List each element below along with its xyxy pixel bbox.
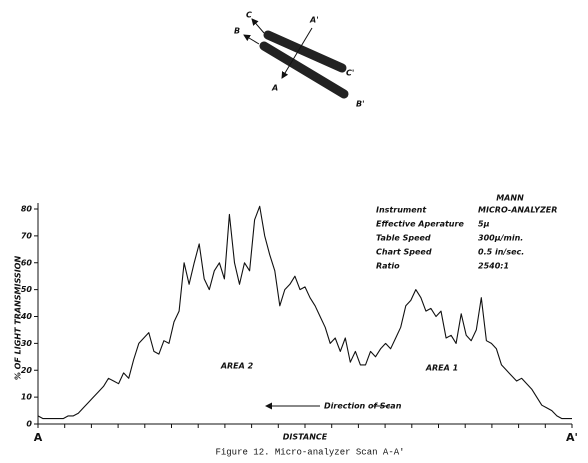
annotation: AREA 2 [220,362,254,371]
y-tick-label: 60 [21,258,33,267]
y-tick-label: 40 [20,312,33,321]
y-tick-label: 30 [21,339,33,348]
annotation: Direction of Scan [324,402,402,411]
diagram-label: A [271,84,278,93]
info-key: Instrument [376,206,427,215]
caption: Figure 12. Micro-analyzer Scan A-A' [215,447,404,457]
info-key: Effective Aperature [376,220,464,229]
x-axis-label: DISTANCE [283,433,328,442]
y-tick-label: 10 [21,393,33,402]
info-key: Chart Speed [376,248,432,257]
y-tick-label: 70 [21,231,33,240]
info-value: MICRO-ANALYZER [478,206,557,215]
diagram-label: C' [346,69,354,78]
diagram-label: B' [356,100,365,109]
info-value: 0.5 in/sec. [478,248,524,257]
y-axis-label: % OF LIGHT TRANSMISSION [14,256,23,381]
y-tick-label: 50 [21,285,33,294]
data-line [37,205,572,420]
info-value: 5μ [478,220,490,229]
x-tick-label: A [34,431,43,444]
annotation: AREA 1 [425,364,458,373]
diagram-label: A' [309,16,319,25]
x-tick-label: A' [566,431,578,444]
y-tick-label: 0 [26,420,32,429]
info-value: 2540:1 [478,262,509,271]
y-tick-label: 20 [21,366,33,375]
info-header: MANN [496,194,524,203]
info-key: Ratio [376,262,400,271]
info-value: 300μ/min. [478,234,523,243]
info-key: Table Speed [376,234,431,243]
y-tick-label: 80 [21,205,33,214]
diagram-label: B [234,27,240,36]
diagram-label: C [246,11,252,20]
scan-diagram: C C' A' A B B' [234,11,365,109]
